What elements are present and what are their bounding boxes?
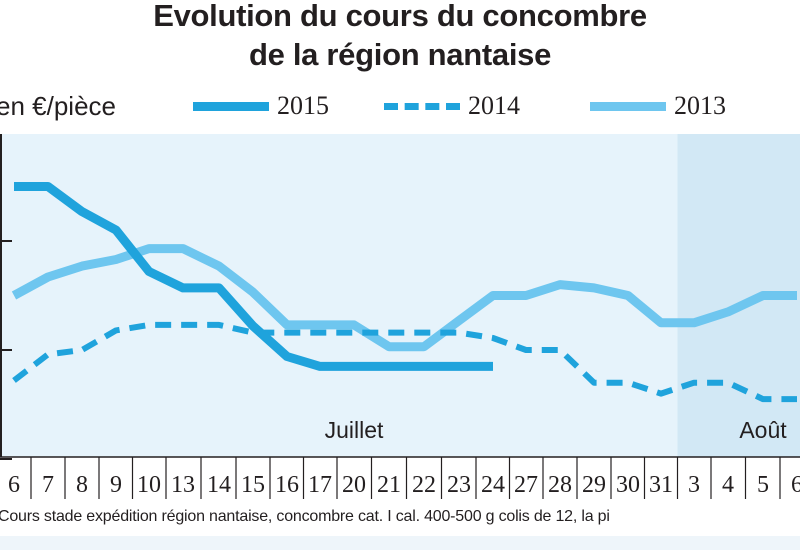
x-tick-label: 29 xyxy=(582,472,606,498)
bottom-band xyxy=(0,536,800,550)
chart-title-line-2: de la région nantaise xyxy=(248,37,552,72)
x-tick-label: 9 xyxy=(110,472,122,498)
x-tick-label: 22 xyxy=(412,472,436,498)
x-tick-label: 7 xyxy=(42,472,54,498)
series-line-2013 xyxy=(11,244,797,352)
x-tick-label: 8 xyxy=(76,472,88,498)
x-tick-label: 3 xyxy=(688,472,700,498)
x-tick-label: 28 xyxy=(548,472,572,498)
legend-label-2013: 2013 xyxy=(674,91,726,120)
month-label: Août xyxy=(739,417,787,443)
x-tick-label: 20 xyxy=(342,472,366,498)
plot-area xyxy=(0,134,800,457)
chart-title: Evolution du cours du concombre de la ré… xyxy=(0,0,800,74)
x-tick-label: 27 xyxy=(514,472,538,498)
source-note: Cours stade expédition région nantaise, … xyxy=(0,508,610,525)
chart-title-line-1: Evolution du cours du concombre xyxy=(153,0,647,33)
x-tick-label: 5 xyxy=(757,472,769,498)
x-tick-label: 6 xyxy=(791,472,800,498)
x-tick-label: 31 xyxy=(649,472,673,498)
series-line-2014 xyxy=(12,321,797,403)
x-tick-label: 24 xyxy=(481,472,505,498)
x-tick-label: 10 xyxy=(137,472,161,498)
x-tick-label: 23 xyxy=(447,472,471,498)
line-chart: 6 7 8 9 10 13 14 15 16 17 20 21 22 23 24 27 28 29 30 31 3 4 5 6… xyxy=(0,134,800,499)
x-tick-label: 4 xyxy=(722,472,734,498)
legend-swatch-2015 xyxy=(193,102,269,111)
legend-swatch-2013 xyxy=(590,102,666,111)
x-tick-label: 14 xyxy=(207,472,231,498)
x-tick-label: 21 xyxy=(377,472,401,498)
x-tick-label: 17 xyxy=(308,472,332,498)
legend-label-2014: 2014 xyxy=(468,91,520,120)
y-unit-label: en €/pièce xyxy=(0,91,116,121)
x-tick-label: 16 xyxy=(275,472,299,498)
series-line-2015 xyxy=(14,182,493,371)
x-tick-label: 13 xyxy=(171,472,195,498)
x-tick-label: 15 xyxy=(241,472,265,498)
month-label: Juillet xyxy=(325,417,384,443)
legend-label-2015: 2015 xyxy=(277,91,329,120)
x-tick-label: 30 xyxy=(616,472,640,498)
legend-swatch-2014 xyxy=(384,103,460,110)
x-tick-label: 6 xyxy=(8,472,20,498)
